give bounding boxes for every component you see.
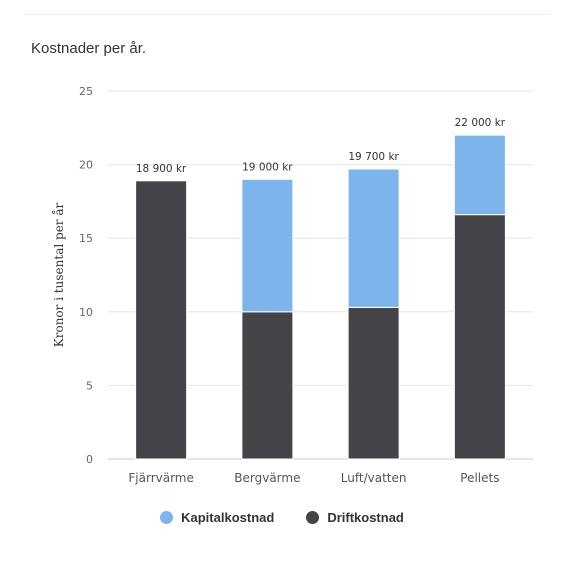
y-tick-label: 5 [86,379,93,392]
x-tick-label: Pellets [460,471,499,485]
x-tick-label: Luft/vatten [341,471,407,485]
top-divider [24,14,550,15]
bar-kapitalkostnad[interactable] [241,178,294,313]
data-label: 22 000 kr [455,117,506,129]
x-tick-label: Fjärrvärme [128,471,194,485]
data-label: 18 900 kr [136,163,187,175]
y-tick-label: 15 [79,232,93,245]
bar-driftkostnad[interactable] [453,214,506,460]
legend-swatch-kapitalkostnad [160,511,174,524]
data-label: 19 700 kr [348,151,399,163]
legend-label-driftkostnad: Driftkostnad [327,510,404,525]
bar-driftkostnad[interactable] [135,180,188,460]
bar-kapitalkostnad[interactable] [347,168,400,308]
stacked-bar-chart: 0 5 10 15 20 25 Kronor i tusental per år 18 900… [51,85,533,485]
bar-kapitalkostnad[interactable] [453,134,506,216]
y-tick-label: 10 [79,306,93,319]
y-tick-label: 25 [79,85,93,98]
data-label: 19 000 kr [242,161,293,173]
chart-title: Kostnader per år. [31,40,147,57]
y-axis-label: Kronor i tusental per år [51,203,66,348]
y-tick-label: 0 [86,453,93,466]
legend-item-kapitalkostnad[interactable]: Kapitalkostnad [160,510,274,525]
bar-driftkostnad[interactable] [347,306,400,460]
legend-swatch-driftkostnad [306,511,320,524]
y-tick-label: 20 [79,159,93,172]
bar-driftkostnad[interactable] [241,311,294,460]
chart-legend: Kapitalkostnad Driftkostnad [0,510,564,525]
legend-item-driftkostnad[interactable]: Driftkostnad [306,510,404,525]
x-tick-label: Bergvärme [234,471,300,485]
legend-label-kapitalkostnad: Kapitalkostnad [181,510,275,525]
